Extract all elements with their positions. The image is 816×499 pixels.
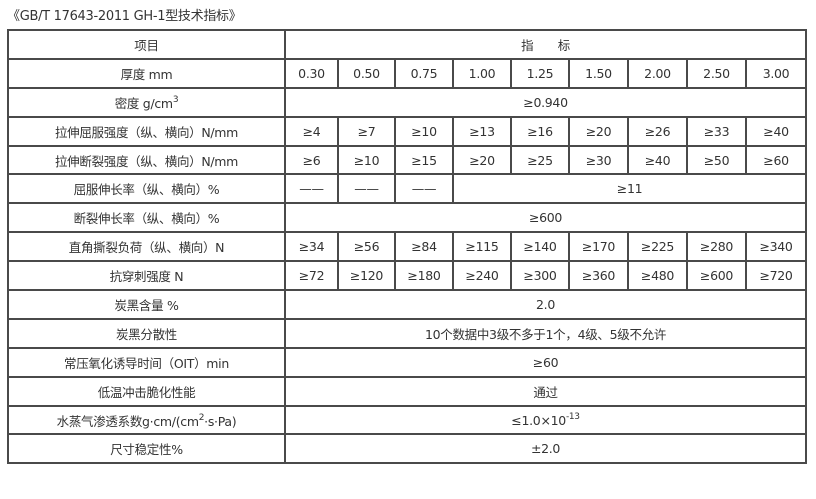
text: 水蒸气渗透系数g·cm/(cm xyxy=(56,413,199,429)
value-cell: ≥170 xyxy=(568,231,629,263)
thickness-row: 厚度 mm 0.30 0.50 0.75 1.00 1.25 1.50 2.00 2.50 3.0… xyxy=(7,57,808,89)
value-cell: ≥280 xyxy=(686,231,747,263)
value-cell: ≥40 xyxy=(627,144,688,176)
low_temp-row: 低温冲击脆化性能 通过 xyxy=(7,375,808,407)
row-label: 拉伸屈服强度（纵、横向）N/mm xyxy=(7,115,286,147)
value-cell: ≥120 xyxy=(337,260,396,292)
row-label: 拉伸断裂强度（纵、横向）N/mm xyxy=(7,144,286,176)
value-cell: ≥600 xyxy=(283,202,808,234)
yield_strength-row: 拉伸屈服强度（纵、横向）N/mm ≥4 ≥7 ≥10 ≥13 ≥16 ≥20 ≥26 ≥33 ≥4… xyxy=(7,115,808,147)
value-cell: ≥360 xyxy=(568,260,629,292)
value-cell: ≥25 xyxy=(510,144,570,176)
value-cell: ≥26 xyxy=(627,115,688,147)
header-row: 项目指 标 xyxy=(7,29,808,60)
text: 密度 g/cm xyxy=(114,95,173,111)
value-cell: ≥300 xyxy=(510,260,570,292)
puncture-row: 抗穿刺强度 N ≥72 ≥120 ≥180 ≥240 ≥300 ≥360 ≥480 ≥600 ≥7… xyxy=(7,260,808,292)
value-cell: ≥225 xyxy=(627,231,688,263)
carbon_content-row: 炭黑含量 % 2.0 xyxy=(7,289,808,320)
row-label: 尺寸稳定性% xyxy=(7,433,286,465)
row-label: 常压氧化诱导时间（OIT）min xyxy=(7,346,286,378)
value-cell: ±2.0 xyxy=(283,433,808,465)
superscript: 2 xyxy=(198,412,205,423)
dash-cell: —— xyxy=(284,173,339,205)
break_strength-row: 拉伸断裂强度（纵、横向）N/mm ≥6 ≥10 ≥15 ≥20 ≥25 ≥30 ≥40 ≥50 ≥… xyxy=(7,144,808,176)
value-cell: ≥0.940 xyxy=(283,86,808,118)
superscript: 3 xyxy=(172,94,179,105)
value-cell: ≥30 xyxy=(568,144,629,176)
dash-cell: —— xyxy=(337,173,396,205)
density-row: 密度 g/cm3 ≥0.940 xyxy=(7,86,808,118)
value-cell: 0.75 xyxy=(394,57,454,89)
value-cell: ≥34 xyxy=(284,231,339,263)
value-cell: ≥20 xyxy=(452,144,512,176)
document-title: 《GB/T 17643-2011 GH-1型技术指标》 xyxy=(7,9,242,24)
tear_load-row: 直角撕裂负荷（纵、横向）N ≥34 ≥56 ≥84 ≥115 ≥140 ≥170 ≥225 ≥2… xyxy=(7,231,808,263)
row-label: 断裂伸长率（纵、横向）% xyxy=(7,202,286,234)
value-cell: ≥10 xyxy=(394,115,454,147)
value-cell: 0.30 xyxy=(284,57,339,89)
value-cell: ≥60 xyxy=(283,346,808,378)
row-label: 屈服伸长率（纵、横向）% xyxy=(7,173,286,205)
value-cell: ≥480 xyxy=(627,260,688,292)
value-cell: ≥15 xyxy=(394,144,454,176)
value-cell: ≥56 xyxy=(337,231,396,263)
value-cell: ≥720 xyxy=(744,260,808,292)
value-cell: ≥4 xyxy=(284,115,339,147)
value-cell: ≥33 xyxy=(686,115,747,147)
indicator-header: 指 标 xyxy=(283,29,808,60)
value-cell: ≥180 xyxy=(394,260,454,292)
value-cell: ≥340 xyxy=(744,231,808,263)
dimension-row: 尺寸稳定性% ±2.0 xyxy=(7,433,808,465)
value-cell: 3.00 xyxy=(744,57,808,89)
text: ·s·Pa) xyxy=(204,413,237,429)
row-label: 低温冲击脆化性能 xyxy=(7,375,286,407)
row-label: 抗穿刺强度 N xyxy=(7,260,286,292)
value-cell: ≥20 xyxy=(568,115,629,147)
value-cell: ≥84 xyxy=(394,231,454,263)
value-cell: ≥50 xyxy=(686,144,747,176)
value-cell: ≥115 xyxy=(452,231,512,263)
row-label: 炭黑含量 % xyxy=(7,289,286,320)
dash-cell: —— xyxy=(394,173,454,205)
superscript: -13 xyxy=(565,411,580,422)
value-cell: 1.50 xyxy=(568,57,629,89)
spec-table: 项目指 标厚度 mm 0.30 0.50 0.75 1.00 1.25 1.50 2.00 2.… xyxy=(7,29,808,465)
value-cell: ≥16 xyxy=(510,115,570,147)
value-cell: 2.0 xyxy=(283,289,808,320)
value-cell: 1.00 xyxy=(452,57,512,89)
yield_elongation-row: 屈服伸长率（纵、横向）% —— —— —— ≥11 xyxy=(7,173,808,205)
value-cell: ≥240 xyxy=(452,260,512,292)
text: ≤1.0×10 xyxy=(511,412,566,428)
value-cell: 1.25 xyxy=(510,57,570,89)
oit-row: 常压氧化诱导时间（OIT）min ≥60 xyxy=(7,346,808,378)
row-label: 炭黑分散性 xyxy=(7,317,286,349)
value-cell: 10个数据中3级不多于1个，4级、5级不允许 xyxy=(283,317,808,349)
carbon_dispersion-row: 炭黑分散性 10个数据中3级不多于1个，4级、5级不允许 xyxy=(7,317,808,349)
item-header: 项目 xyxy=(7,29,286,60)
value-cell: 2.50 xyxy=(686,57,747,89)
value-cell: ≥600 xyxy=(686,260,747,292)
value-cell: ≥10 xyxy=(337,144,396,176)
vapor-row: 水蒸气渗透系数g·cm/(cm2·s·Pa) ≤1.0×10-13 xyxy=(7,404,808,436)
value-cell: ≥13 xyxy=(452,115,512,147)
value-cell: 通过 xyxy=(283,375,808,407)
value-cell: ≤1.0×10-13 xyxy=(283,404,808,436)
value-cell: ≥72 xyxy=(284,260,339,292)
row-label: 密度 g/cm3 xyxy=(7,86,286,118)
value-cell: ≥140 xyxy=(510,231,570,263)
row-label: 厚度 mm xyxy=(7,57,286,89)
break_elongation-row: 断裂伸长率（纵、横向）% ≥600 xyxy=(7,202,808,234)
value-cell: 2.00 xyxy=(627,57,688,89)
row-label: 水蒸气渗透系数g·cm/(cm2·s·Pa) xyxy=(7,404,286,436)
value-cell: ≥11 xyxy=(451,173,808,205)
value-cell: ≥40 xyxy=(744,115,808,147)
value-cell: 0.50 xyxy=(337,57,396,89)
value-cell: ≥6 xyxy=(284,144,339,176)
row-label: 直角撕裂负荷（纵、横向）N xyxy=(7,231,286,263)
value-cell: ≥60 xyxy=(744,144,808,176)
value-cell: ≥7 xyxy=(337,115,396,147)
